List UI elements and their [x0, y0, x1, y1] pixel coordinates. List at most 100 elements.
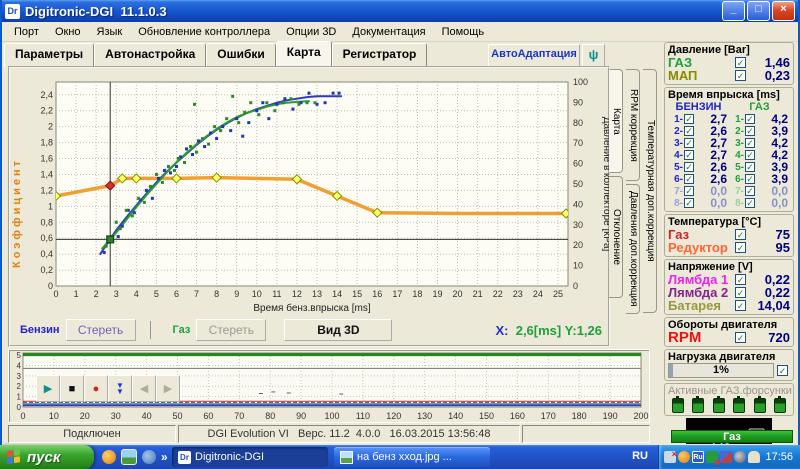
- tab-4[interactable]: Карта: [275, 41, 332, 67]
- ru-lang-icon[interactable]: Ru: [692, 451, 704, 463]
- svg-text:Давление в коллекторе [kPa]: Давление в коллекторе [kPa]: [601, 117, 610, 252]
- svg-text:4: 4: [134, 289, 139, 299]
- update-icon[interactable]: [720, 451, 732, 463]
- svg-text:10: 10: [252, 289, 262, 299]
- skip-down-button[interactable]: ▼ ▼: [108, 375, 132, 402]
- view-3d-button[interactable]: Вид 3D: [284, 319, 393, 341]
- agent-icon[interactable]: [678, 451, 690, 463]
- erase-gas-button[interactable]: Стереть: [196, 319, 267, 341]
- petrol-inj-checkbox-7[interactable]: ✓: [684, 186, 694, 196]
- svg-text:70: 70: [573, 138, 583, 148]
- gas-inj-checkbox-2[interactable]: ✓: [745, 126, 755, 136]
- battery-checkbox[interactable]: ✓: [735, 300, 746, 311]
- reducer-temp-checkbox[interactable]: ✓: [735, 242, 746, 253]
- reducer-temp-value: 95: [775, 240, 790, 255]
- petrol-inj-checkbox-5[interactable]: ✓: [684, 162, 694, 172]
- antivirus-icon[interactable]: [706, 451, 720, 465]
- lambda1-checkbox[interactable]: ✓: [735, 274, 746, 285]
- gas-pressure-checkbox[interactable]: ✓: [735, 57, 746, 68]
- rpm-value: 720: [768, 330, 790, 345]
- tab-3[interactable]: Ошибки: [206, 43, 276, 67]
- gas-inj-checkbox-5[interactable]: ✓: [745, 162, 755, 172]
- side-tab-2-2[interactable]: Давления доп.коррекция: [626, 184, 640, 314]
- autoadaptation-button[interactable]: АвтоАдаптация: [488, 44, 580, 67]
- close-button[interactable]: ×: [772, 1, 795, 21]
- svg-text:80: 80: [265, 411, 275, 421]
- scheduler-icon[interactable]: [734, 451, 746, 463]
- temperature-title: Температура [°C]: [668, 216, 762, 228]
- svg-text:90: 90: [573, 97, 583, 107]
- gas-inj-checkbox-7[interactable]: ✓: [745, 186, 755, 196]
- taskbar-task-1[interactable]: Dr Digitronic-DGI: [172, 447, 328, 467]
- erase-petrol-button[interactable]: Стереть: [65, 319, 136, 341]
- side-tab-1-1[interactable]: Карта: [609, 69, 623, 173]
- petrol-inj-num-5: 5-: [674, 161, 683, 173]
- menu-item-3[interactable]: Язык: [96, 25, 123, 38]
- lambda2-checkbox[interactable]: ✓: [735, 287, 746, 298]
- quicklaunch-icon-1[interactable]: [102, 450, 116, 464]
- cursor-y-value: 1,26: [576, 322, 602, 338]
- svg-text:2: 2: [94, 289, 99, 299]
- quicklaunch-icon-2[interactable]: [121, 449, 137, 465]
- petrol-inj-checkbox-2[interactable]: ✓: [684, 126, 694, 136]
- mouse-icon[interactable]: [748, 451, 760, 463]
- fuel-mode-indicator[interactable]: Газ: [671, 430, 793, 443]
- record-button[interactable]: ●: [84, 375, 108, 402]
- quick-launch: »: [102, 448, 168, 466]
- svg-text:7: 7: [194, 289, 199, 299]
- language-indicator[interactable]: RU: [632, 450, 648, 462]
- engine-load-checkbox[interactable]: ✓: [777, 365, 788, 376]
- gas-temp-value: 75: [775, 227, 790, 242]
- map-pressure-value: 0,23: [764, 68, 790, 83]
- menu-item-6[interactable]: Документация: [352, 25, 426, 38]
- system-tray: Ru 17:56: [658, 445, 800, 469]
- menu-item-2[interactable]: Окно: [54, 25, 81, 38]
- gas-temp-checkbox[interactable]: ✓: [735, 229, 746, 240]
- gas-temp-label: Газ: [668, 227, 690, 242]
- quicklaunch-icon-3[interactable]: [142, 450, 156, 464]
- gas-inj-checkbox-1[interactable]: ✓: [745, 114, 755, 124]
- maximize-button[interactable]: □: [747, 1, 770, 21]
- application-window: Dr Digitronic-DGI 11.1.0.3 _ □ × Порт Окн…: [0, 0, 800, 445]
- play-button[interactable]: ▶: [36, 375, 60, 402]
- tab-5[interactable]: Регистратор: [331, 43, 428, 67]
- petrol-inj-checkbox-1[interactable]: ✓: [684, 114, 694, 124]
- menu-item-1[interactable]: Порт: [14, 25, 39, 38]
- minimize-button[interactable]: _: [722, 1, 745, 21]
- svg-text:1: 1: [17, 393, 22, 402]
- side-tab-1-2[interactable]: Отклонение: [609, 176, 623, 298]
- stop-button[interactable]: ■: [60, 375, 84, 402]
- petrol-inj-checkbox-3[interactable]: ✓: [684, 138, 694, 148]
- start-button[interactable]: пуск: [0, 445, 94, 469]
- gas-inj-checkbox-4[interactable]: ✓: [745, 150, 755, 160]
- step-forward-button[interactable]: ▶: [156, 375, 180, 402]
- volume-muted-icon[interactable]: [664, 448, 677, 463]
- map-pressure-checkbox[interactable]: ✓: [735, 70, 746, 81]
- cursor-readout: X: 2,6[ms] Y:1,26: [495, 323, 602, 338]
- gas-inj-checkbox-6[interactable]: ✓: [745, 174, 755, 184]
- map-chart[interactable]: 0 1 2 3 4 5 6 7 8 9 10 11 12 13 14 15 16 17 18 19 20 21 22 23 24…: [10, 68, 612, 318]
- quick-launch-chevron-icon[interactable]: »: [161, 450, 168, 464]
- taskbar-task-2[interactable]: на бенз хход.jpg ...: [334, 447, 490, 467]
- tab-2[interactable]: Автонастройка: [94, 43, 207, 67]
- menu-item-7[interactable]: Помощь: [441, 25, 485, 38]
- svg-text:200: 200: [633, 411, 648, 421]
- side-tab-3-1[interactable]: Температурная доп.коррекция: [643, 69, 657, 313]
- playback-controls: ▶ ■ ● ▼ ▼ ◀ ▶: [36, 375, 180, 402]
- gas-inj-checkbox-8[interactable]: ✓: [745, 198, 755, 208]
- rpm-checkbox[interactable]: ✓: [735, 332, 746, 343]
- petrol-inj-num-1: 1-: [674, 113, 683, 125]
- tab-1[interactable]: Параметры: [4, 43, 95, 67]
- step-back-button[interactable]: ◀: [132, 375, 156, 402]
- gas-inj-row-5: 5- ✓ 3,9: [729, 160, 790, 174]
- petrol-inj-checkbox-6[interactable]: ✓: [684, 174, 694, 184]
- side-tab-2-1[interactable]: RPM коррекция: [626, 69, 640, 181]
- usb-connection-icon[interactable]: ψ: [582, 44, 605, 67]
- svg-text:2: 2: [17, 382, 22, 391]
- menu-item-4[interactable]: Обновление контроллера: [138, 25, 271, 38]
- menu-item-5[interactable]: Опции 3D: [286, 25, 337, 38]
- petrol-inj-checkbox-4[interactable]: ✓: [684, 150, 694, 160]
- gas-inj-checkbox-3[interactable]: ✓: [745, 138, 755, 148]
- title-bar[interactable]: Dr Digitronic-DGI 11.1.0.3 _ □ ×: [2, 0, 798, 22]
- petrol-inj-checkbox-8[interactable]: ✓: [684, 198, 694, 208]
